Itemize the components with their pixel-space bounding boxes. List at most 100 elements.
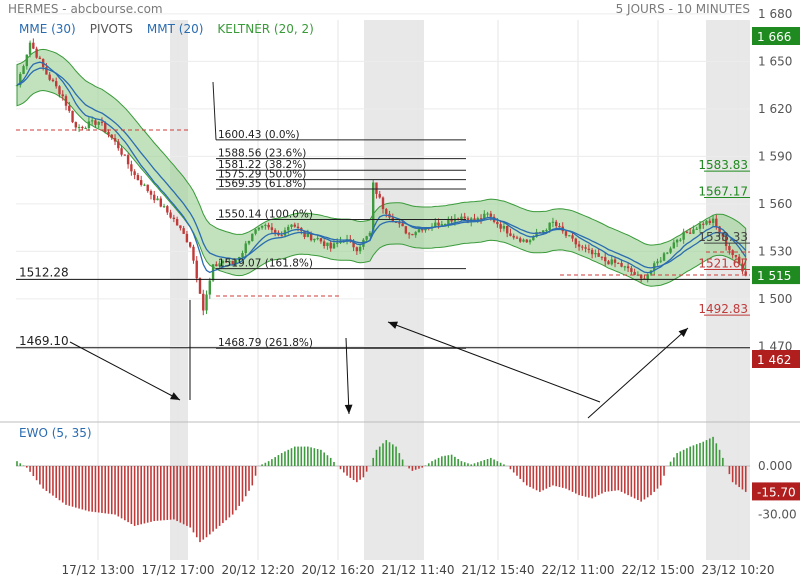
candle-body [215,264,218,267]
candle-body [205,294,208,311]
session-shade-1 [364,20,424,560]
candle-body [633,271,636,275]
candle-body [179,225,182,229]
candle-body [355,247,359,252]
candle-body [104,122,107,132]
candle-body [571,235,574,239]
candle-body [48,74,51,80]
candle-body [218,263,221,267]
candle-body [336,242,339,244]
candle-body [139,180,143,185]
candle-body [447,218,450,225]
indicator-legend-1: PIVOTS [90,22,133,36]
candle-body [71,110,74,123]
candle-body [453,218,457,222]
y-tick-7: 1 470 [758,339,792,353]
candle-body [532,236,535,241]
candle-body [672,242,676,249]
candle-body [136,175,140,181]
candle-body [512,235,515,238]
moving-averages [16,61,747,274]
candle-body [437,222,440,226]
candle-body [208,280,212,295]
mme-line [16,67,747,269]
candle-body [515,237,519,239]
candle-body [375,182,378,194]
candle-body [182,228,185,234]
reference-lines: 1600.43 (0.0%) 1588.56 (23.6%)1581.22 (38… [16,81,750,349]
candle-body [35,48,38,58]
candle-body [188,242,192,247]
candle-body [68,105,71,111]
candle-body [290,224,293,227]
candle-body [113,138,117,142]
candle-body [656,261,659,264]
candle-body [594,252,597,255]
candle-body [662,253,666,261]
candle-body [443,224,447,226]
candle-body [440,224,444,226]
candle-body [741,263,744,272]
candle-body [322,241,326,247]
candle-body [77,127,81,129]
candle-body [417,229,421,233]
candle-body [646,274,649,280]
candle-body [620,263,623,267]
arrow-4-shaft [587,327,689,419]
candle-body [55,81,58,87]
chart-labels: HERMES - abcbourse.com 5 JOURS - 10 MINU… [8,2,750,440]
candle-body [584,247,587,249]
arrow-4-head [678,328,688,338]
candle-body [702,223,705,225]
candle-body [45,67,48,75]
candle-body [365,236,368,240]
candle-body [519,238,522,242]
candle-body [260,225,264,228]
candle-body [381,197,385,210]
candle-body [404,226,408,234]
candle-body [581,246,584,248]
candle-body [309,233,313,241]
candle-body [489,213,493,217]
candle-body [394,221,398,223]
ewo-badge [752,482,800,501]
candle-body [486,213,489,215]
candle-body [224,260,228,263]
candle-body [378,193,381,198]
candle-body [630,268,633,272]
candle-body [110,134,113,139]
fib-label-3: 1575.29 (50.0%) [218,169,306,181]
candle-body [499,224,502,229]
candle-body [666,252,669,254]
pivot-label-4: 1492.83 [698,302,748,316]
candle-body [123,154,127,156]
arrow-1-shaft [69,341,181,401]
candle-body [316,238,319,240]
y-tick-0: 1 680 [758,7,792,21]
candle-body [466,218,470,222]
x-tick-1: 17/12 17:00 [142,563,215,577]
candle-body [574,238,578,245]
candle-body [708,220,711,224]
price-badge-label-0: 1 666 [757,30,791,44]
axes: 1 680 1 650 1 620 1 590 1 560 1 530 1 500 1 470… [0,7,800,577]
candle-body [153,194,156,201]
candle-body [414,232,417,236]
candle-body [502,225,506,229]
candle-body [711,218,715,224]
ewo-tick-1: -30.00 [758,508,797,522]
session-shading [170,20,750,560]
x-tick-7: 22/12 15:00 [622,563,695,577]
candle-body [718,226,721,234]
candle-body [728,245,731,251]
candle-body [64,96,68,106]
fib-label-0: 1600.43 (0.0%) [218,129,300,141]
support-label-0: 1512.28 [19,265,69,279]
fib-label-7: 1468.79 (261.8%) [218,337,313,349]
candle-body [296,226,300,228]
price-badge-label-2: 1 462 [757,353,791,367]
y-tick-4: 1 560 [758,197,792,211]
candle-body [130,164,133,172]
candle-body [721,233,725,237]
candle-body [149,191,153,195]
